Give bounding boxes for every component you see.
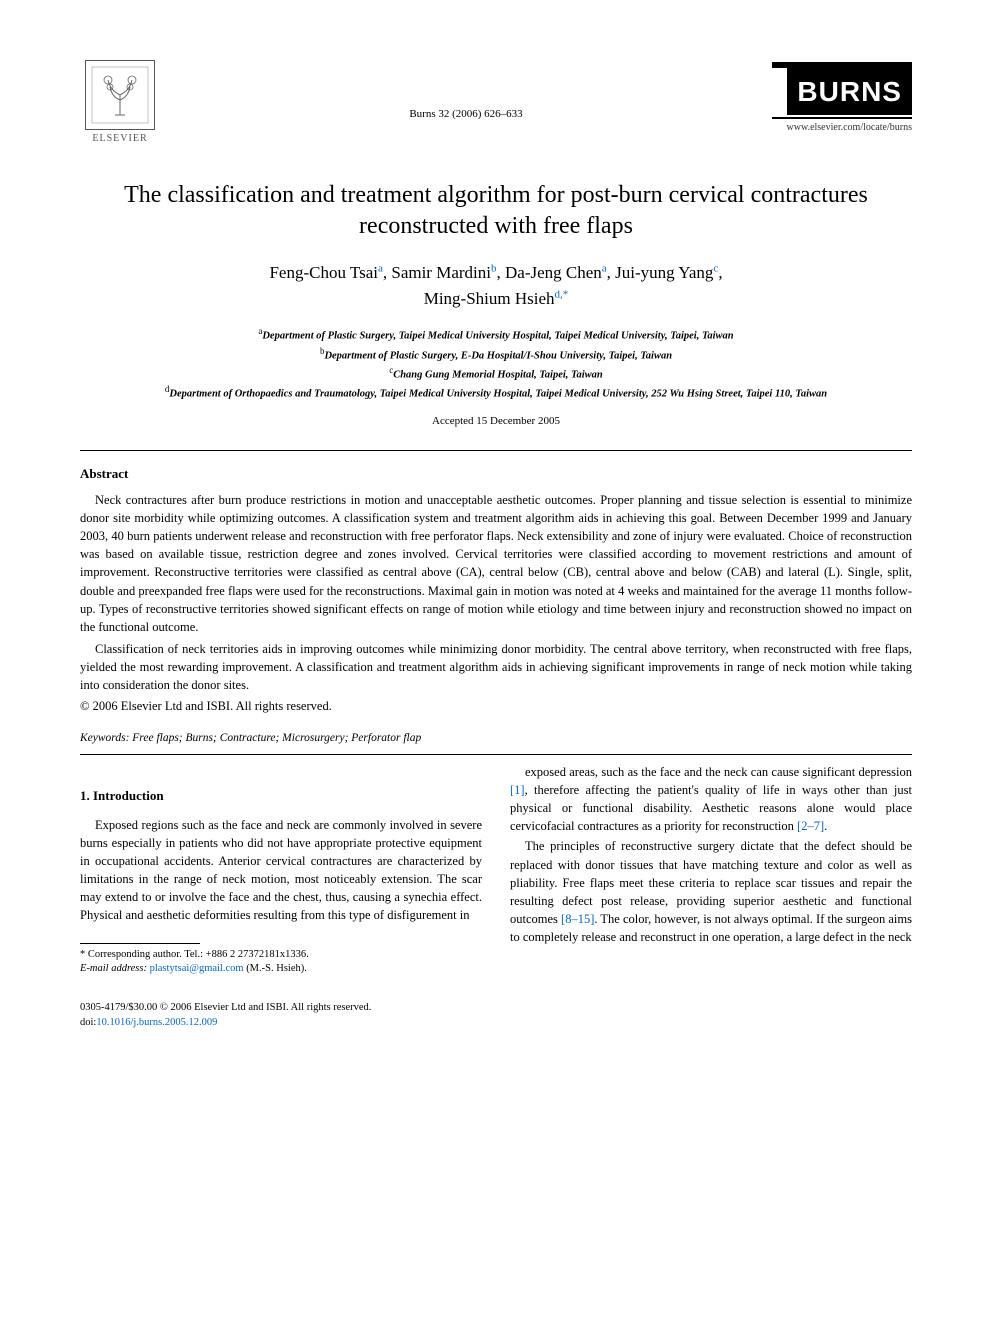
publisher-logo: ELSEVIER — [80, 60, 160, 150]
abstract-p2: Classification of neck territories aids … — [80, 640, 912, 694]
journal-reference: Burns 32 (2006) 626–633 — [409, 107, 522, 122]
footnote-divider — [80, 943, 200, 944]
abstract-body: Neck contractures after burn produce res… — [80, 491, 912, 694]
doi-label: doi: — [80, 1017, 96, 1028]
journal-url: www.elsevier.com/locate/burns — [787, 121, 912, 135]
author-name: Ming-Shium Hsieh — [424, 289, 555, 308]
ref-link[interactable]: [1] — [510, 783, 525, 797]
copyright: © 2006 Elsevier Ltd and ISBI. All rights… — [80, 698, 912, 716]
email-suffix: (M.-S. Hsieh). — [246, 963, 307, 974]
affiliations: aDepartment of Plastic Surgery, Taipei M… — [80, 325, 912, 402]
doi-link[interactable]: 10.1016/j.burns.2005.12.009 — [96, 1017, 217, 1028]
intro-p2: exposed areas, such as the face and the … — [510, 763, 912, 836]
footer-copyright: 0305-4179/$30.00 © 2006 Elsevier Ltd and… — [80, 1001, 912, 1016]
journal-logo-box: BURNS www.elsevier.com/locate/burns — [772, 60, 912, 135]
keywords-label: Keywords: — [80, 732, 129, 744]
journal-logo: BURNS — [787, 68, 912, 115]
publisher-name: ELSEVIER — [92, 132, 147, 146]
page-header: ELSEVIER Burns 32 (2006) 626–633 BURNS w… — [80, 60, 912, 150]
journal-bar2-icon — [772, 117, 912, 119]
footer: 0305-4179/$30.00 © 2006 Elsevier Ltd and… — [80, 1001, 912, 1030]
keywords-line: Keywords: Free flaps; Burns; Contracture… — [80, 730, 912, 746]
divider — [80, 754, 912, 755]
affiliation-d: Department of Orthopaedics and Traumatol… — [169, 389, 827, 400]
corr-author-line: * Corresponding author. Tel.: +886 2 273… — [80, 948, 482, 963]
affiliation-b: Department of Plastic Surgery, E-Da Hosp… — [324, 350, 672, 361]
intro-p1: Exposed regions such as the face and nec… — [80, 816, 482, 925]
ref-link[interactable]: [8–15] — [561, 912, 594, 926]
corresponding-footnote: * Corresponding author. Tel.: +886 2 273… — [80, 948, 482, 977]
intro-heading: 1. Introduction — [80, 787, 482, 806]
author-affil-sup: d, — [555, 288, 563, 300]
email-label: E-mail address: — [80, 963, 147, 974]
divider — [80, 450, 912, 451]
elsevier-tree-icon — [85, 60, 155, 130]
article-title: The classification and treatment algorit… — [120, 180, 872, 242]
abstract-heading: Abstract — [80, 465, 912, 483]
corr-email[interactable]: plastytsai@gmail.com — [150, 963, 244, 974]
author-sep: , Samir Mardini — [383, 263, 491, 282]
author-sep: , Da-Jeng Chen — [497, 263, 602, 282]
authors: Feng-Chou Tsaia, Samir Mardinib, Da-Jeng… — [80, 260, 912, 311]
corresponding-star-icon: * — [563, 288, 569, 300]
author-sep: , — [718, 263, 722, 282]
accepted-date: Accepted 15 December 2005 — [80, 414, 912, 429]
affiliation-a: Department of Plastic Surgery, Taipei Me… — [262, 331, 733, 342]
intro-p3: The principles of reconstructive surgery… — [510, 837, 912, 946]
author-name: Feng-Chou Tsai — [269, 263, 378, 282]
affiliation-c: Chang Gung Memorial Hospital, Taipei, Ta… — [393, 369, 603, 380]
ref-link[interactable]: [2–7] — [797, 819, 824, 833]
abstract-p1: Neck contractures after burn produce res… — [80, 491, 912, 636]
keywords-text: Free flaps; Burns; Contracture; Microsur… — [132, 732, 421, 744]
body-columns: 1. Introduction Exposed regions such as … — [80, 763, 912, 977]
author-sep: , Jui-yung Yang — [607, 263, 714, 282]
